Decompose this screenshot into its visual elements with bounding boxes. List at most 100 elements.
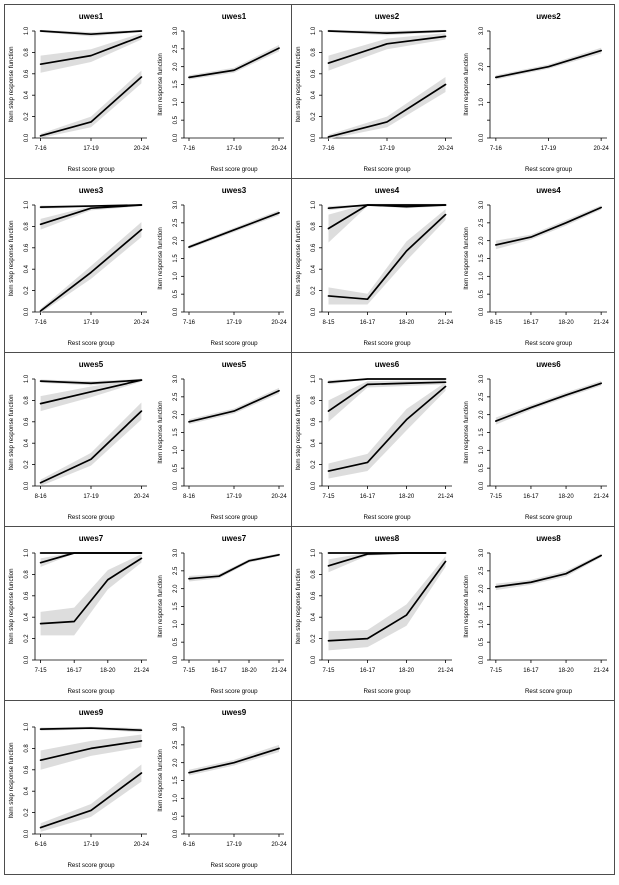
plot-canvas: uwes8 Item response function Rest score gr… — [463, 534, 609, 695]
y-axis-label: Item step response function — [295, 46, 302, 123]
y-tick-label: 0.0 — [24, 307, 30, 316]
y-tick-label: 0.6 — [24, 69, 30, 78]
plot-canvas: uwes1 Item step response function Rest sco… — [8, 12, 150, 173]
y-tick-label: 1.5 — [479, 254, 485, 263]
confidence-band-step1 — [40, 29, 142, 37]
response-line-step3 — [39, 772, 143, 829]
y-tick-label: 2.0 — [173, 584, 179, 593]
y-axis-label: Item step response function — [295, 568, 302, 645]
response-line-step3 — [39, 410, 143, 484]
response-line-step3 — [327, 560, 447, 642]
y-tick-label: 0.6 — [311, 69, 317, 78]
y-tick-label: 0.6 — [24, 417, 30, 426]
irf-plot-uwes9: uwes9 Item response function Rest score gr… — [154, 701, 291, 874]
response-line-step3 — [39, 557, 143, 625]
plot-title: uwes6 — [375, 360, 400, 369]
plot-title: uwes5 — [222, 360, 247, 369]
panel-uwes7: uwes7 Item step response function Rest sco… — [5, 527, 291, 700]
confidence-band-step2 — [328, 33, 446, 71]
plot-title: uwes1 — [79, 12, 104, 21]
plot-pair-uwes8: uwes8 Item step response function Rest sco… — [292, 527, 614, 700]
y-tick-label: 2.0 — [173, 62, 179, 71]
plot-canvas: uwes1 Item response function Rest score gr… — [157, 12, 287, 173]
y-tick-label: 0.4 — [311, 90, 317, 99]
y-axis-label: Item step response function — [8, 742, 15, 819]
y-tick-label: 0.4 — [311, 264, 317, 273]
response-line-irf — [494, 49, 602, 79]
x-axis-label: Rest score group — [364, 340, 412, 347]
y-tick-label: 0.0 — [24, 481, 30, 490]
y-tick-label: 0.8 — [311, 222, 317, 231]
x-tick-label: 20-24 — [271, 842, 287, 848]
response-line-step2 — [327, 381, 447, 412]
y-tick-label: 0.5 — [479, 289, 485, 298]
x-tick-label: 16-17 — [523, 320, 539, 326]
plot-pair-uwes4: uwes4 Item step response function Rest sco… — [292, 179, 614, 352]
y-tick-label: 1.0 — [311, 200, 317, 209]
y-tick-label: 0.2 — [24, 112, 30, 121]
x-tick-label: 6-16 — [183, 842, 196, 848]
plot-title: uwes8 — [375, 534, 400, 543]
y-tick-label: 0.0 — [173, 829, 179, 838]
y-axis-label: Item response function — [463, 53, 470, 116]
plot-pair-uwes9: uwes9 Item step response function Rest sco… — [5, 701, 291, 874]
plot-canvas: uwes9 Item response function Rest score gr… — [157, 708, 287, 869]
x-tick-label: 21-24 — [438, 494, 454, 500]
plot-canvas: uwes4 Item step response function Rest sco… — [295, 186, 454, 347]
y-tick-label: 0.0 — [173, 133, 179, 142]
grid-row: uwes7 Item step response function Rest sco… — [5, 527, 614, 701]
irf-plot-uwes2: uwes2 Item response function Rest score gr… — [460, 5, 614, 178]
plot-canvas: uwes6 Item response function Rest score gr… — [463, 360, 609, 521]
x-axis-label: Rest score group — [364, 688, 412, 695]
y-axis-label: Item step response function — [295, 394, 302, 471]
x-tick-label: 20-24 — [134, 320, 150, 326]
response-line-step3 — [327, 83, 447, 138]
x-tick-label: 21-24 — [438, 668, 454, 674]
plot-canvas: uwes7 Item step response function Rest sco… — [8, 534, 150, 695]
x-tick-label: 7-16 — [323, 146, 336, 152]
plot-canvas: uwes3 Item response function Rest score gr… — [157, 186, 287, 347]
y-tick-label: 2.5 — [479, 392, 485, 401]
y-tick-label: 1.0 — [24, 722, 30, 731]
y-tick-label: 0.5 — [173, 637, 179, 646]
confidence-band-irf — [188, 553, 279, 582]
y-tick-label: 2.0 — [173, 410, 179, 419]
y-tick-label: 1.0 — [173, 272, 179, 281]
x-tick-label: 8-15 — [489, 320, 502, 326]
x-tick-label: 8-16 — [35, 494, 48, 500]
y-tick-label: 0.8 — [311, 48, 317, 57]
isrf-plot-uwes8: uwes8 Item step response function Rest sco… — [292, 527, 459, 700]
response-line-step3 — [327, 213, 447, 301]
y-tick-label: 0.0 — [24, 655, 30, 664]
y-tick-label: 1.0 — [311, 374, 317, 383]
plot-canvas: uwes7 Item response function Rest score gr… — [157, 534, 287, 695]
plot-title: uwes9 — [222, 708, 247, 717]
response-line-step1 — [39, 30, 143, 36]
y-tick-label: 1.0 — [479, 620, 485, 629]
response-line-irf — [494, 554, 602, 588]
y-tick-label: 2.0 — [173, 236, 179, 245]
x-tick-label: 18-20 — [558, 668, 574, 674]
y-tick-label: 0.2 — [24, 634, 30, 643]
y-tick-label: 1.5 — [173, 254, 179, 263]
response-line-step2 — [39, 204, 143, 226]
confidence-band-step2 — [40, 33, 142, 73]
y-tick-label: 1.0 — [173, 98, 179, 107]
x-tick-label: 20-24 — [593, 146, 609, 152]
irf-plot-uwes1: uwes1 Item response function Rest score gr… — [154, 5, 291, 178]
panel-uwes8: uwes8 Item step response function Rest sco… — [291, 527, 614, 700]
y-tick-label: 1.0 — [24, 26, 30, 35]
confidence-band-step2 — [40, 734, 142, 770]
x-tick-label: 20-24 — [134, 146, 150, 152]
x-tick-label: 21-24 — [438, 320, 454, 326]
x-tick-label: 21-24 — [593, 494, 609, 500]
response-line-irf — [187, 747, 280, 774]
response-line-step2 — [39, 740, 143, 762]
confidence-band-step1 — [40, 379, 142, 386]
y-tick-label: 3.0 — [173, 548, 179, 557]
y-tick-label: 0.0 — [24, 133, 30, 142]
y-tick-label: 1.5 — [173, 80, 179, 89]
isrf-plot-uwes5: uwes5 Item step response function Rest sco… — [5, 353, 154, 526]
panel-uwes4: uwes4 Item step response function Rest sco… — [291, 179, 614, 352]
y-tick-label: 0.4 — [24, 612, 30, 621]
